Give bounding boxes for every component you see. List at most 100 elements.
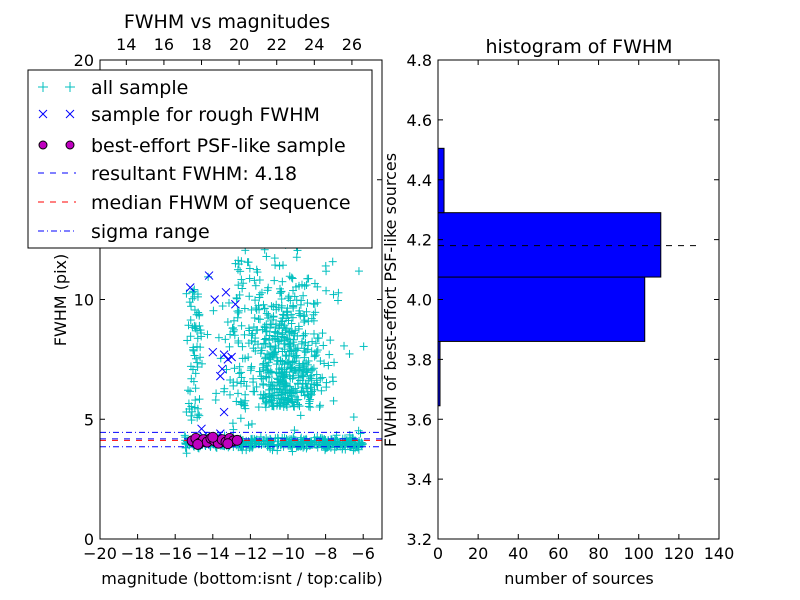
all-sample-point [189, 287, 198, 296]
all-sample-point [239, 401, 248, 410]
x-tick-label: −18 [121, 544, 155, 563]
all-sample-point [193, 334, 202, 343]
all-sample-point [187, 374, 196, 383]
all-sample-point [255, 305, 264, 314]
all-sample-point [304, 356, 313, 365]
all-sample-point [299, 372, 308, 381]
all-sample-point [255, 293, 264, 302]
all-sample-point [295, 402, 304, 411]
all-sample-point [191, 322, 200, 331]
all-sample-point [330, 358, 339, 367]
all-sample-point [197, 329, 206, 338]
all-sample-point [281, 381, 290, 390]
all-sample-point [269, 402, 278, 411]
all-sample-point [266, 343, 275, 352]
y-tick-label: 10 [74, 291, 94, 310]
all-sample-point [285, 363, 294, 372]
top-tick-label: 18 [191, 35, 211, 54]
all-sample-point [187, 302, 196, 311]
all-sample-point [279, 323, 288, 332]
all-sample-point [243, 258, 252, 267]
legend-marker-circle [38, 140, 75, 150]
all-sample-point [275, 261, 284, 270]
all-sample-point [240, 377, 249, 386]
psf-sample-point [192, 438, 204, 450]
all-sample-point [278, 357, 287, 366]
all-sample-point [271, 322, 280, 331]
all-sample-point [221, 335, 230, 344]
all-sample-point [286, 386, 295, 395]
all-sample-point [245, 274, 254, 283]
all-sample-point [254, 314, 263, 323]
all-sample-point [261, 399, 270, 408]
all-sample-point [288, 397, 297, 406]
all-sample-point [266, 397, 275, 406]
scatter-ticks: −20−18−16−14−12−10−8−6051015201416182022… [74, 35, 382, 563]
all-sample-point [203, 330, 212, 339]
all-sample-point [282, 381, 291, 390]
scatter-data-layer [100, 82, 382, 458]
histogram-panel: 0 20 40 60 80 100 120 140 3.2 3.4 3.6 3.8 4.0 4.2 4.4 4… [381, 36, 734, 588]
all-sample-point [288, 313, 297, 322]
all-sample-point [262, 398, 271, 407]
all-sample-point [239, 279, 248, 288]
all-sample-point [319, 341, 328, 350]
all-sample-point [309, 310, 318, 319]
all-sample-point [357, 438, 366, 447]
all-sample-point [359, 342, 368, 351]
y-tick-label: 4.4 [407, 171, 432, 190]
all-sample-point [276, 356, 285, 365]
all-sample-point [283, 394, 292, 403]
all-sample-point [338, 445, 347, 454]
all-sample-point [244, 353, 253, 362]
all-sample-point [275, 385, 284, 394]
all-sample-point [302, 379, 311, 388]
all-sample-point [257, 372, 266, 381]
psf-sample-point [231, 434, 243, 446]
top-tick-label: 20 [229, 35, 249, 54]
all-sample-point [303, 345, 312, 354]
psf-sample-point [207, 431, 219, 443]
all-sample-point [280, 399, 289, 408]
all-sample-point [316, 401, 325, 410]
all-sample-point [325, 350, 334, 359]
all-sample-point [271, 328, 280, 337]
y-tick-label: 3.8 [407, 350, 432, 369]
histogram-title: histogram of FWHM [485, 36, 672, 58]
histogram-bar [437, 212, 662, 278]
all-sample-point [258, 325, 267, 334]
all-sample-point [353, 443, 362, 452]
all-sample-point [256, 349, 265, 358]
all-sample-point [302, 281, 311, 290]
all-sample-point [222, 365, 231, 374]
all-sample-point [269, 380, 278, 389]
all-sample-point [198, 359, 207, 368]
all-sample-point [328, 257, 337, 266]
all-sample-point [301, 338, 310, 347]
x-tick-label: 20 [468, 544, 488, 563]
all-sample-point [269, 441, 278, 450]
legend-entry-psf-sample: best-effort PSF-like sample [38, 135, 346, 157]
all-sample-point [214, 333, 223, 342]
all-sample-point [263, 366, 272, 375]
all-sample-point [184, 386, 193, 395]
x-tick-label: −14 [196, 544, 230, 563]
legend-label: resultant FWHM: 4.18 [91, 163, 297, 185]
all-sample-point [263, 314, 272, 323]
rough-sample-point [215, 371, 225, 381]
all-sample-point [273, 375, 282, 384]
all-sample-point [285, 335, 294, 344]
all-sample-point [261, 403, 270, 412]
x-tick-label: 60 [548, 544, 568, 563]
all-sample-point [245, 292, 254, 301]
legend-box [27, 69, 373, 249]
legend-entry-rough-sample: sample for rough FWHM [38, 104, 320, 126]
all-sample-point [349, 413, 358, 422]
all-sample-point [190, 403, 199, 412]
all-sample-point [288, 398, 297, 407]
top-tick-label: 22 [267, 35, 287, 54]
top-tick-label: 26 [342, 35, 362, 54]
all-sample-point [234, 389, 243, 398]
all-sample-point [193, 362, 202, 371]
all-sample-point [249, 344, 258, 353]
